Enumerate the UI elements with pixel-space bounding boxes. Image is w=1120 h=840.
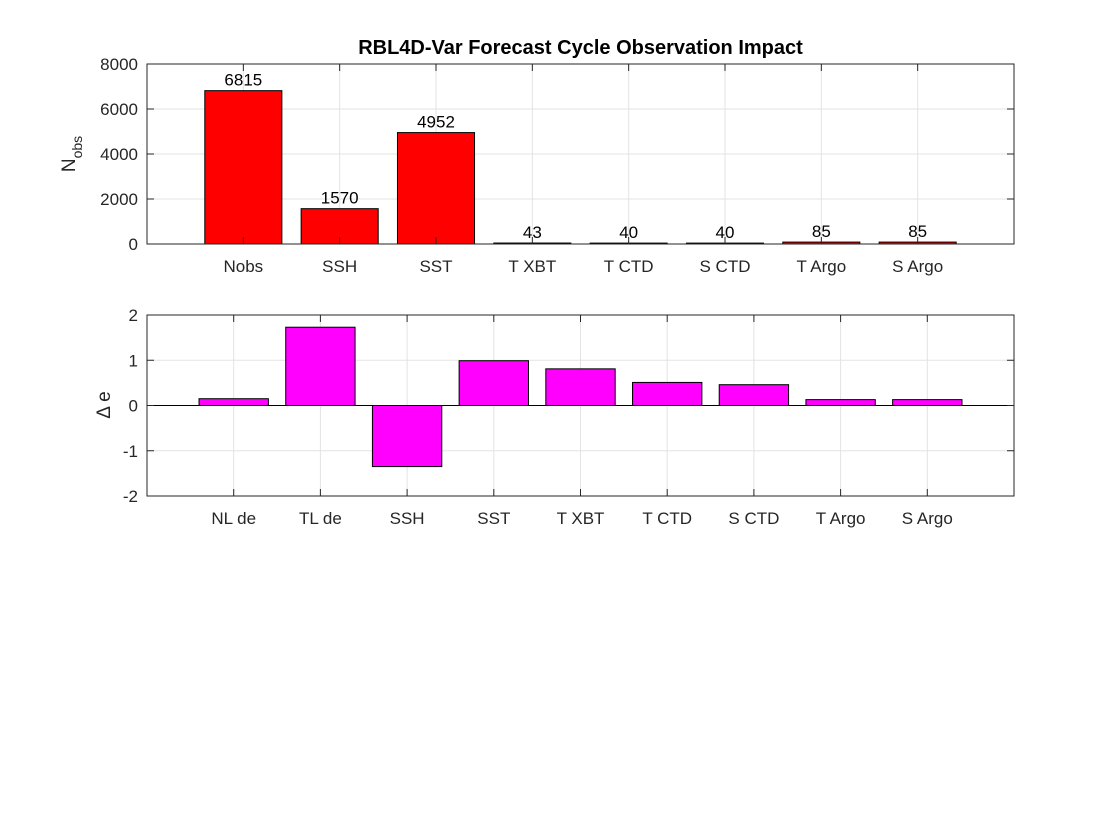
chart-title: RBL4D-Var Forecast Cycle Observation Imp… [358, 37, 803, 59]
x-tick-label: T Argo [796, 257, 846, 276]
x-tick-label: T XBT [508, 257, 556, 276]
bar-sst [396, 132, 476, 245]
x-tick-label: S CTD [728, 509, 779, 528]
x-tick-label: S Argo [892, 257, 943, 276]
y-tick-label: 1 [129, 351, 138, 370]
bar-t-ctd [632, 381, 703, 406]
data-label: 43 [523, 223, 542, 242]
x-tick-label: T CTD [604, 257, 654, 276]
bar-s-ctd [718, 384, 790, 406]
x-tick-label: SST [477, 509, 510, 528]
y-tick-label: 8000 [100, 55, 138, 74]
y-tick-label: 4000 [100, 145, 138, 164]
data-label: 40 [716, 223, 735, 242]
bar-t-xbt [545, 368, 616, 407]
bar-tl-de [285, 326, 356, 406]
x-tick-label: T CTD [642, 509, 692, 528]
data-label: 85 [812, 222, 831, 241]
bar-nobs [204, 90, 283, 245]
bar-sst [458, 360, 529, 407]
y-tick-label: -2 [123, 487, 138, 506]
data-label: 1570 [321, 189, 359, 208]
x-tick-label: SST [419, 257, 452, 276]
top-chart-panel: 0 2000 4000 6000 8000 Nobs SSH SST T XBT T CTD S C… [59, 37, 1015, 276]
x-tick-label: SSH [390, 509, 425, 528]
x-tick-label: SSH [322, 257, 357, 276]
bar-ssh [371, 405, 443, 468]
y-tick-label: 2 [129, 306, 138, 325]
bar-s-argo [892, 399, 963, 406]
x-tick-label: T XBT [557, 509, 605, 528]
x-tick-label: NL de [211, 509, 256, 528]
x-tick-label: TL de [299, 509, 342, 528]
x-tick-label: S Argo [902, 509, 953, 528]
y-axis-label: Δ e [94, 391, 115, 419]
data-label: 40 [619, 223, 638, 242]
y-tick-label: 6000 [100, 100, 138, 119]
data-label: 4952 [417, 113, 455, 132]
y-tick-label: 0 [129, 397, 138, 416]
y-tick-label: 2000 [100, 190, 138, 209]
bar-t-argo [805, 399, 876, 406]
y-axis-label: Nobs [59, 136, 85, 172]
data-label: 6815 [224, 71, 262, 90]
x-tick-label: S CTD [700, 257, 751, 276]
bar-nl-de [198, 398, 269, 406]
data-label: 85 [908, 222, 927, 241]
y-tick-label: 0 [129, 235, 138, 254]
bottom-chart-panel: -2 -1 0 1 2 NL de TL de SSH SST T XBT T CTD S CTD T … [94, 306, 1015, 528]
x-tick-label: Nobs [223, 257, 263, 276]
y-tick-label: -1 [123, 442, 138, 461]
x-tick-label: T Argo [816, 509, 866, 528]
